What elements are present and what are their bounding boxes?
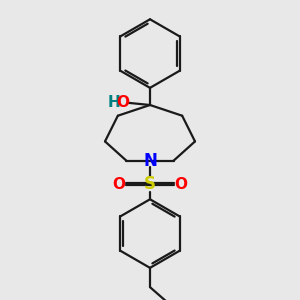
- Text: S: S: [144, 175, 156, 193]
- Text: H: H: [107, 95, 120, 110]
- Text: O: O: [175, 177, 188, 192]
- Text: O: O: [117, 95, 130, 110]
- Text: O: O: [112, 177, 125, 192]
- Text: N: N: [143, 152, 157, 170]
